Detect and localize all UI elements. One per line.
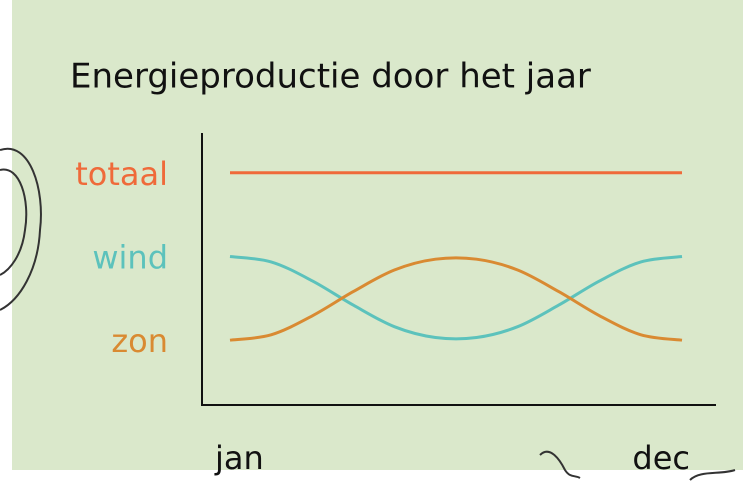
x-tick-label: dec: [632, 439, 690, 477]
series-label: zon: [111, 322, 168, 360]
x-tick-label: jan: [214, 439, 264, 477]
chart-title: Energieproductie door het jaar: [70, 57, 591, 97]
chart: Energieproductie door het jaar jan dec tot…: [0, 0, 743, 491]
series-label: wind: [92, 239, 168, 277]
series-label: totaal: [75, 155, 168, 193]
